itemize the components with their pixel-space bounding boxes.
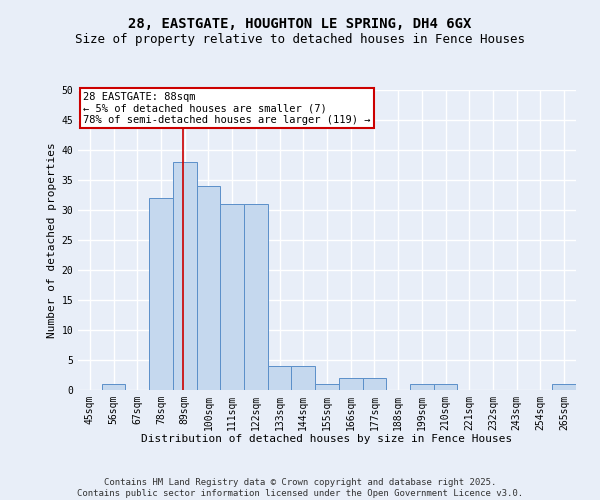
Bar [434, 384, 457, 390]
Text: Contains HM Land Registry data © Crown copyright and database right 2025.
Contai: Contains HM Land Registry data © Crown c… [77, 478, 523, 498]
Text: 28, EASTGATE, HOUGHTON LE SPRING, DH4 6GX: 28, EASTGATE, HOUGHTON LE SPRING, DH4 6G… [128, 18, 472, 32]
Bar [197, 186, 220, 390]
Bar [410, 384, 434, 390]
Bar [315, 384, 339, 390]
Y-axis label: Number of detached properties: Number of detached properties [47, 142, 57, 338]
Text: Size of property relative to detached houses in Fence Houses: Size of property relative to detached ho… [75, 32, 525, 46]
Bar [292, 366, 315, 390]
Bar [220, 204, 244, 390]
Bar [173, 162, 197, 390]
Bar [268, 366, 292, 390]
Text: 28 EASTGATE: 88sqm
← 5% of detached houses are smaller (7)
78% of semi-detached : 28 EASTGATE: 88sqm ← 5% of detached hous… [83, 92, 370, 124]
X-axis label: Distribution of detached houses by size in Fence Houses: Distribution of detached houses by size … [142, 434, 512, 444]
Bar [339, 378, 362, 390]
Bar [552, 384, 576, 390]
Bar [102, 384, 125, 390]
Bar [244, 204, 268, 390]
Bar [149, 198, 173, 390]
Bar [362, 378, 386, 390]
